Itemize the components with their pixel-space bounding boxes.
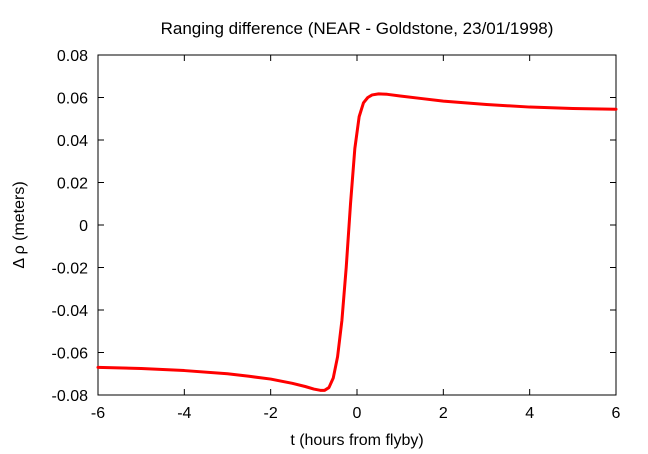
y-tick-label: -0.06 [52,346,89,363]
y-tick-label: 0.04 [57,133,88,150]
x-axis-label: t (hours from flyby) [290,432,423,449]
y-tick-label: -0.02 [52,261,89,278]
y-tick-label: -0.08 [52,388,89,405]
y-tick-label: 0.02 [57,176,88,193]
x-tick-label: -4 [177,405,191,422]
x-tick-label: -6 [91,405,105,422]
y-tick-label: -0.04 [52,303,89,320]
series-line-0 [96,92,618,392]
x-tick-label: 2 [439,405,448,422]
y-axis-label: Δ ρ (meters) [11,181,28,268]
x-tick-label: 0 [353,405,362,422]
x-tick-label: 6 [612,405,621,422]
chart-title: Ranging difference (NEAR - Goldstone, 23… [161,19,554,38]
y-tick-labels: -0.08 -0.06 -0.04 -0.02 0 0.02 0.04 0.06 0.08 [52,48,89,405]
x-tick-labels: -6 -4 -2 0 2 4 6 [91,405,621,422]
y-tick-label: 0 [79,218,88,235]
y-tick-label: 0.06 [57,91,88,108]
series-group [96,92,618,392]
x-tick-label: 4 [525,405,534,422]
y-tick-label: 0.08 [57,48,88,65]
x-tick-label: -2 [264,405,278,422]
axis-ticks [97,54,617,396]
